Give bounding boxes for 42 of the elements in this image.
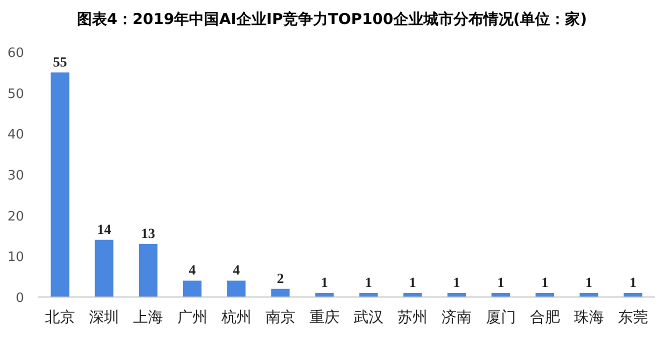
data-label: 1	[497, 276, 504, 291]
bar	[182, 280, 202, 297]
data-label: 2	[276, 272, 284, 287]
x-tick-label: 厦门	[486, 308, 516, 326]
data-label: 4	[188, 264, 196, 279]
y-tick-label: 20	[7, 209, 24, 224]
y-tick-label: 40	[7, 128, 24, 143]
x-tick-label: 重庆	[309, 308, 340, 326]
x-tick-label: 上海	[133, 308, 164, 326]
x-tick-label: 深圳	[89, 308, 120, 326]
data-label: 55	[53, 55, 68, 70]
data-label: 1	[453, 276, 460, 291]
data-label: 1	[629, 276, 636, 291]
data-label: 13	[141, 226, 156, 242]
data-label: 1	[365, 276, 372, 291]
y-tick-label: 0	[16, 291, 24, 306]
data-label: 1	[409, 276, 416, 291]
x-tick-label: 珠海	[574, 308, 604, 326]
x-tick-label: 南京	[265, 308, 296, 326]
bar	[138, 244, 158, 297]
x-tick-label: 武汉	[354, 308, 384, 326]
bar	[94, 240, 114, 297]
x-tick-label: 东莞	[618, 308, 648, 326]
data-label: 14	[97, 222, 112, 238]
data-label: 4	[232, 264, 240, 279]
x-tick-label: 杭州	[220, 308, 252, 326]
y-tick-label: 10	[7, 250, 24, 266]
x-tick-label: 北京	[45, 308, 76, 326]
bar	[227, 280, 246, 297]
data-label: 1	[320, 276, 328, 291]
x-tick-label: 广州	[177, 308, 208, 326]
x-tick-label: 济南	[442, 308, 472, 326]
y-tick-label: 60	[7, 46, 24, 61]
bar	[50, 72, 70, 297]
data-label: 1	[585, 276, 592, 291]
data-label: 1	[541, 276, 548, 291]
y-tick-label: 50	[7, 86, 24, 102]
x-tick-label: 苏州	[398, 308, 428, 326]
x-tick-label: 合肥	[530, 308, 560, 326]
chart-title: 图表4：2019年中国AI企业IP竞争力TOP100企业城市分布情况(单位：家)	[77, 10, 587, 28]
y-tick-label: 30	[7, 168, 24, 184]
bar	[271, 288, 290, 297]
